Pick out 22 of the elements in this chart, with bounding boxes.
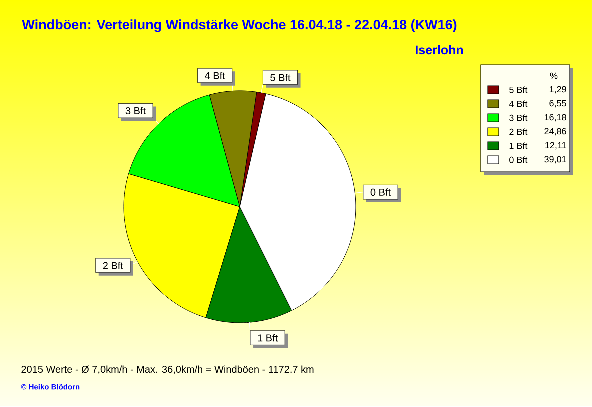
data-label: 6,55 bbox=[550, 100, 566, 108]
legend-label: 1 Bft bbox=[510, 142, 528, 150]
legend-label: 2 Bft bbox=[510, 128, 528, 136]
chart-title: Windböen: Verteilung Windstärke Woche 16.04.18 - 22.04.18 (KW16) bbox=[22, 20, 457, 32]
legend-label: 4 Bft bbox=[509, 100, 528, 108]
data-label: 39,01 bbox=[544, 156, 566, 164]
slice-label: 2 Bft bbox=[103, 262, 124, 270]
legend-label: 0 Bft bbox=[510, 156, 528, 164]
legend-title: % bbox=[550, 72, 558, 80]
slice-label: 5 Bft bbox=[270, 74, 291, 82]
data-label: 12,11 bbox=[546, 142, 566, 150]
text: 2015 Werte - Ø 7,0km/h - Max. 36,0km/h = Windböen - 1172.7 km bbox=[22, 366, 314, 374]
slice-label: 1 Bft bbox=[258, 334, 278, 342]
legend-label: 5 Bft bbox=[510, 86, 528, 94]
slice-label: 0 Bft bbox=[370, 188, 391, 196]
data-label: 24,86 bbox=[544, 128, 566, 136]
data-label: 1,29 bbox=[550, 86, 566, 94]
legend-label: 3 Bft bbox=[510, 114, 528, 122]
data-label: 16,18 bbox=[544, 114, 566, 122]
chart-subtitle: Iserlohn bbox=[416, 45, 464, 55]
slice-label: 4 Bft bbox=[205, 72, 226, 80]
slice-label: 3 Bft bbox=[126, 107, 146, 115]
